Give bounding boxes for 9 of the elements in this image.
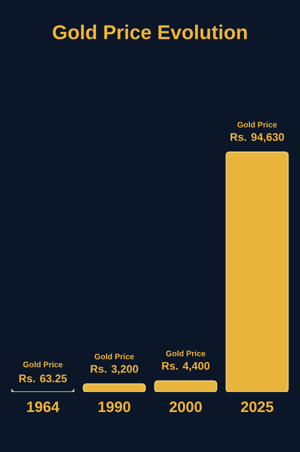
data-label: Rs. 63.25 bbox=[19, 374, 67, 382]
data-label: Rs. 94,630 bbox=[230, 133, 284, 142]
x-tick-label: 2000 bbox=[170, 402, 202, 412]
chart-title: Gold Price Evolution bbox=[52, 24, 247, 40]
data-label: Rs. 3,200 bbox=[90, 365, 138, 374]
x-tick-label: 2025 bbox=[241, 402, 274, 412]
data-label: Rs. 4,400 bbox=[162, 362, 210, 372]
x-tick-label: 1990 bbox=[98, 402, 130, 412]
x-tick-label: 1964 bbox=[27, 402, 60, 412]
